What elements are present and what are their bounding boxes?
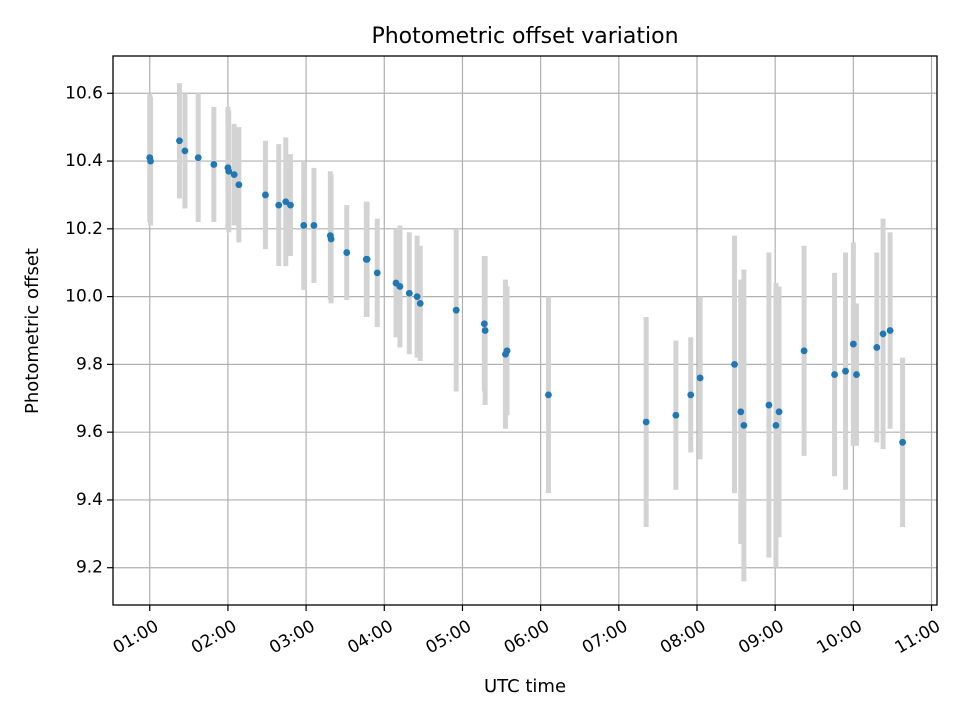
data-point: [849, 340, 857, 348]
data-point: [481, 327, 489, 334]
data-point: [731, 360, 738, 368]
y-tick-label: 10.0: [65, 287, 103, 307]
y-tick-label: 10.4: [65, 151, 103, 171]
data-point: [842, 367, 849, 375]
chart-title: Photometric offset variation: [371, 24, 678, 49]
data-point: [343, 249, 351, 256]
data-point: [235, 181, 243, 189]
data-point: [413, 293, 421, 301]
data-point: [181, 147, 189, 155]
data-point: [300, 222, 308, 229]
data-point: [831, 371, 838, 378]
data-point: [740, 421, 748, 429]
data-point: [800, 347, 808, 355]
data-point: [775, 408, 783, 416]
data-point: [899, 438, 907, 446]
data-point: [642, 418, 650, 426]
data-point: [452, 306, 460, 314]
data-point: [194, 154, 202, 162]
data-point: [765, 401, 773, 409]
data-point: [672, 411, 680, 419]
data-point: [363, 255, 371, 263]
data-point: [373, 269, 381, 277]
data-point: [416, 299, 424, 307]
data-point: [503, 347, 511, 355]
y-tick-label: 9.6: [76, 422, 103, 442]
data-point: [873, 344, 881, 351]
data-point: [772, 421, 780, 429]
data-points: [146, 137, 907, 446]
data-point: [687, 391, 695, 399]
data-point: [287, 201, 294, 209]
y-tick-label: 9.2: [76, 558, 103, 578]
grid: [113, 56, 937, 605]
data-point: [210, 161, 218, 168]
data-point: [879, 330, 887, 338]
data-point: [545, 391, 552, 399]
data-point: [396, 283, 404, 290]
data-point: [282, 198, 290, 206]
data-point: [737, 408, 745, 416]
data-point: [886, 327, 894, 334]
data-point: [405, 289, 413, 297]
y-tick-label: 9.8: [76, 354, 103, 374]
y-axis-label: Photometric offset: [22, 248, 43, 414]
data-point: [327, 235, 335, 243]
data-point: [696, 374, 704, 382]
data-point: [275, 201, 283, 209]
plot-frame: [112, 55, 938, 606]
data-point: [230, 171, 238, 179]
data-point: [225, 167, 233, 175]
y-tick-label: 10.6: [65, 83, 103, 103]
data-point: [176, 137, 183, 145]
data-point: [147, 157, 154, 165]
data-point: [853, 371, 860, 378]
data-point: [262, 191, 269, 199]
data-point: [480, 320, 488, 328]
y-tick-label: 10.2: [65, 219, 103, 239]
x-axis-label: UTC time: [484, 676, 566, 697]
y-tick-label: 9.4: [76, 490, 103, 510]
data-point: [310, 222, 318, 229]
